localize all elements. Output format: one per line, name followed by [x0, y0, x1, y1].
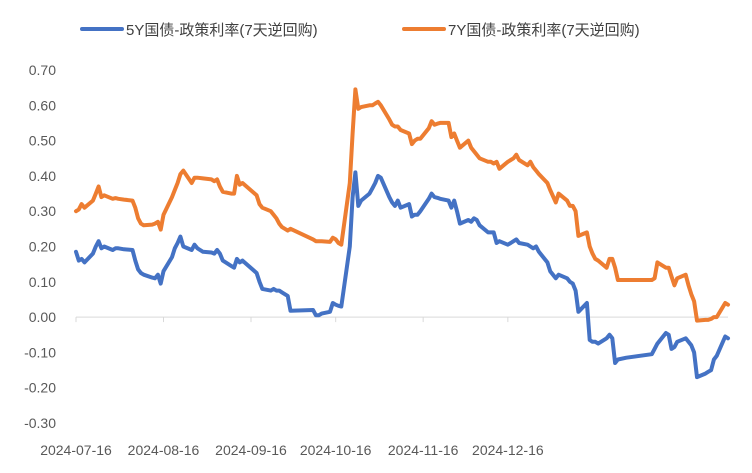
- y-tick-label: 0.20: [29, 239, 56, 255]
- y-tick-label: -0.10: [24, 344, 56, 360]
- y-tick-label: 0.40: [29, 168, 56, 184]
- series-line-5y: [74, 170, 730, 380]
- y-tick-label: 0.70: [29, 62, 56, 78]
- legend-label-5y: 5Y国债-政策利率(7天逆回购): [126, 22, 318, 39]
- y-tick-label: 0.60: [29, 97, 56, 113]
- y-tick-label: 0.30: [29, 203, 56, 219]
- legend-label-7y: 7Y国债-政策利率(7天逆回购): [448, 22, 640, 39]
- y-tick-label: -0.30: [24, 415, 56, 431]
- x-axis-tick-labels: 2024-07-16 2024-08-16 2024-09-16 2024-10-16…: [40, 442, 544, 458]
- x-tick-label: 2024-08-16: [128, 442, 200, 458]
- x-tick-label: 2024-12-16: [472, 442, 544, 458]
- y-axis-tick-labels: 0.70 0.60 0.50 0.40 0.30 0.20 0.10 0.00 -0.10 -0.…: [24, 62, 56, 431]
- series-line-7y: [74, 87, 730, 323]
- x-tick-label: 2024-10-16: [300, 442, 372, 458]
- y-tick-label: 0.00: [29, 309, 56, 325]
- x-tick-label: 2024-07-16: [40, 442, 112, 458]
- y-tick-label: 0.10: [29, 274, 56, 290]
- legend: 5Y国债-政策利率(7天逆回购) 7Y国债-政策利率(7天逆回购): [80, 22, 640, 39]
- x-axis: [75, 316, 728, 323]
- y-tick-label: -0.20: [24, 380, 56, 396]
- x-tick-label: 2024-09-16: [215, 442, 287, 458]
- x-tick-label: 2024-11-16: [388, 442, 459, 458]
- series-lines: [74, 87, 730, 380]
- y-tick-label: 0.50: [29, 133, 56, 149]
